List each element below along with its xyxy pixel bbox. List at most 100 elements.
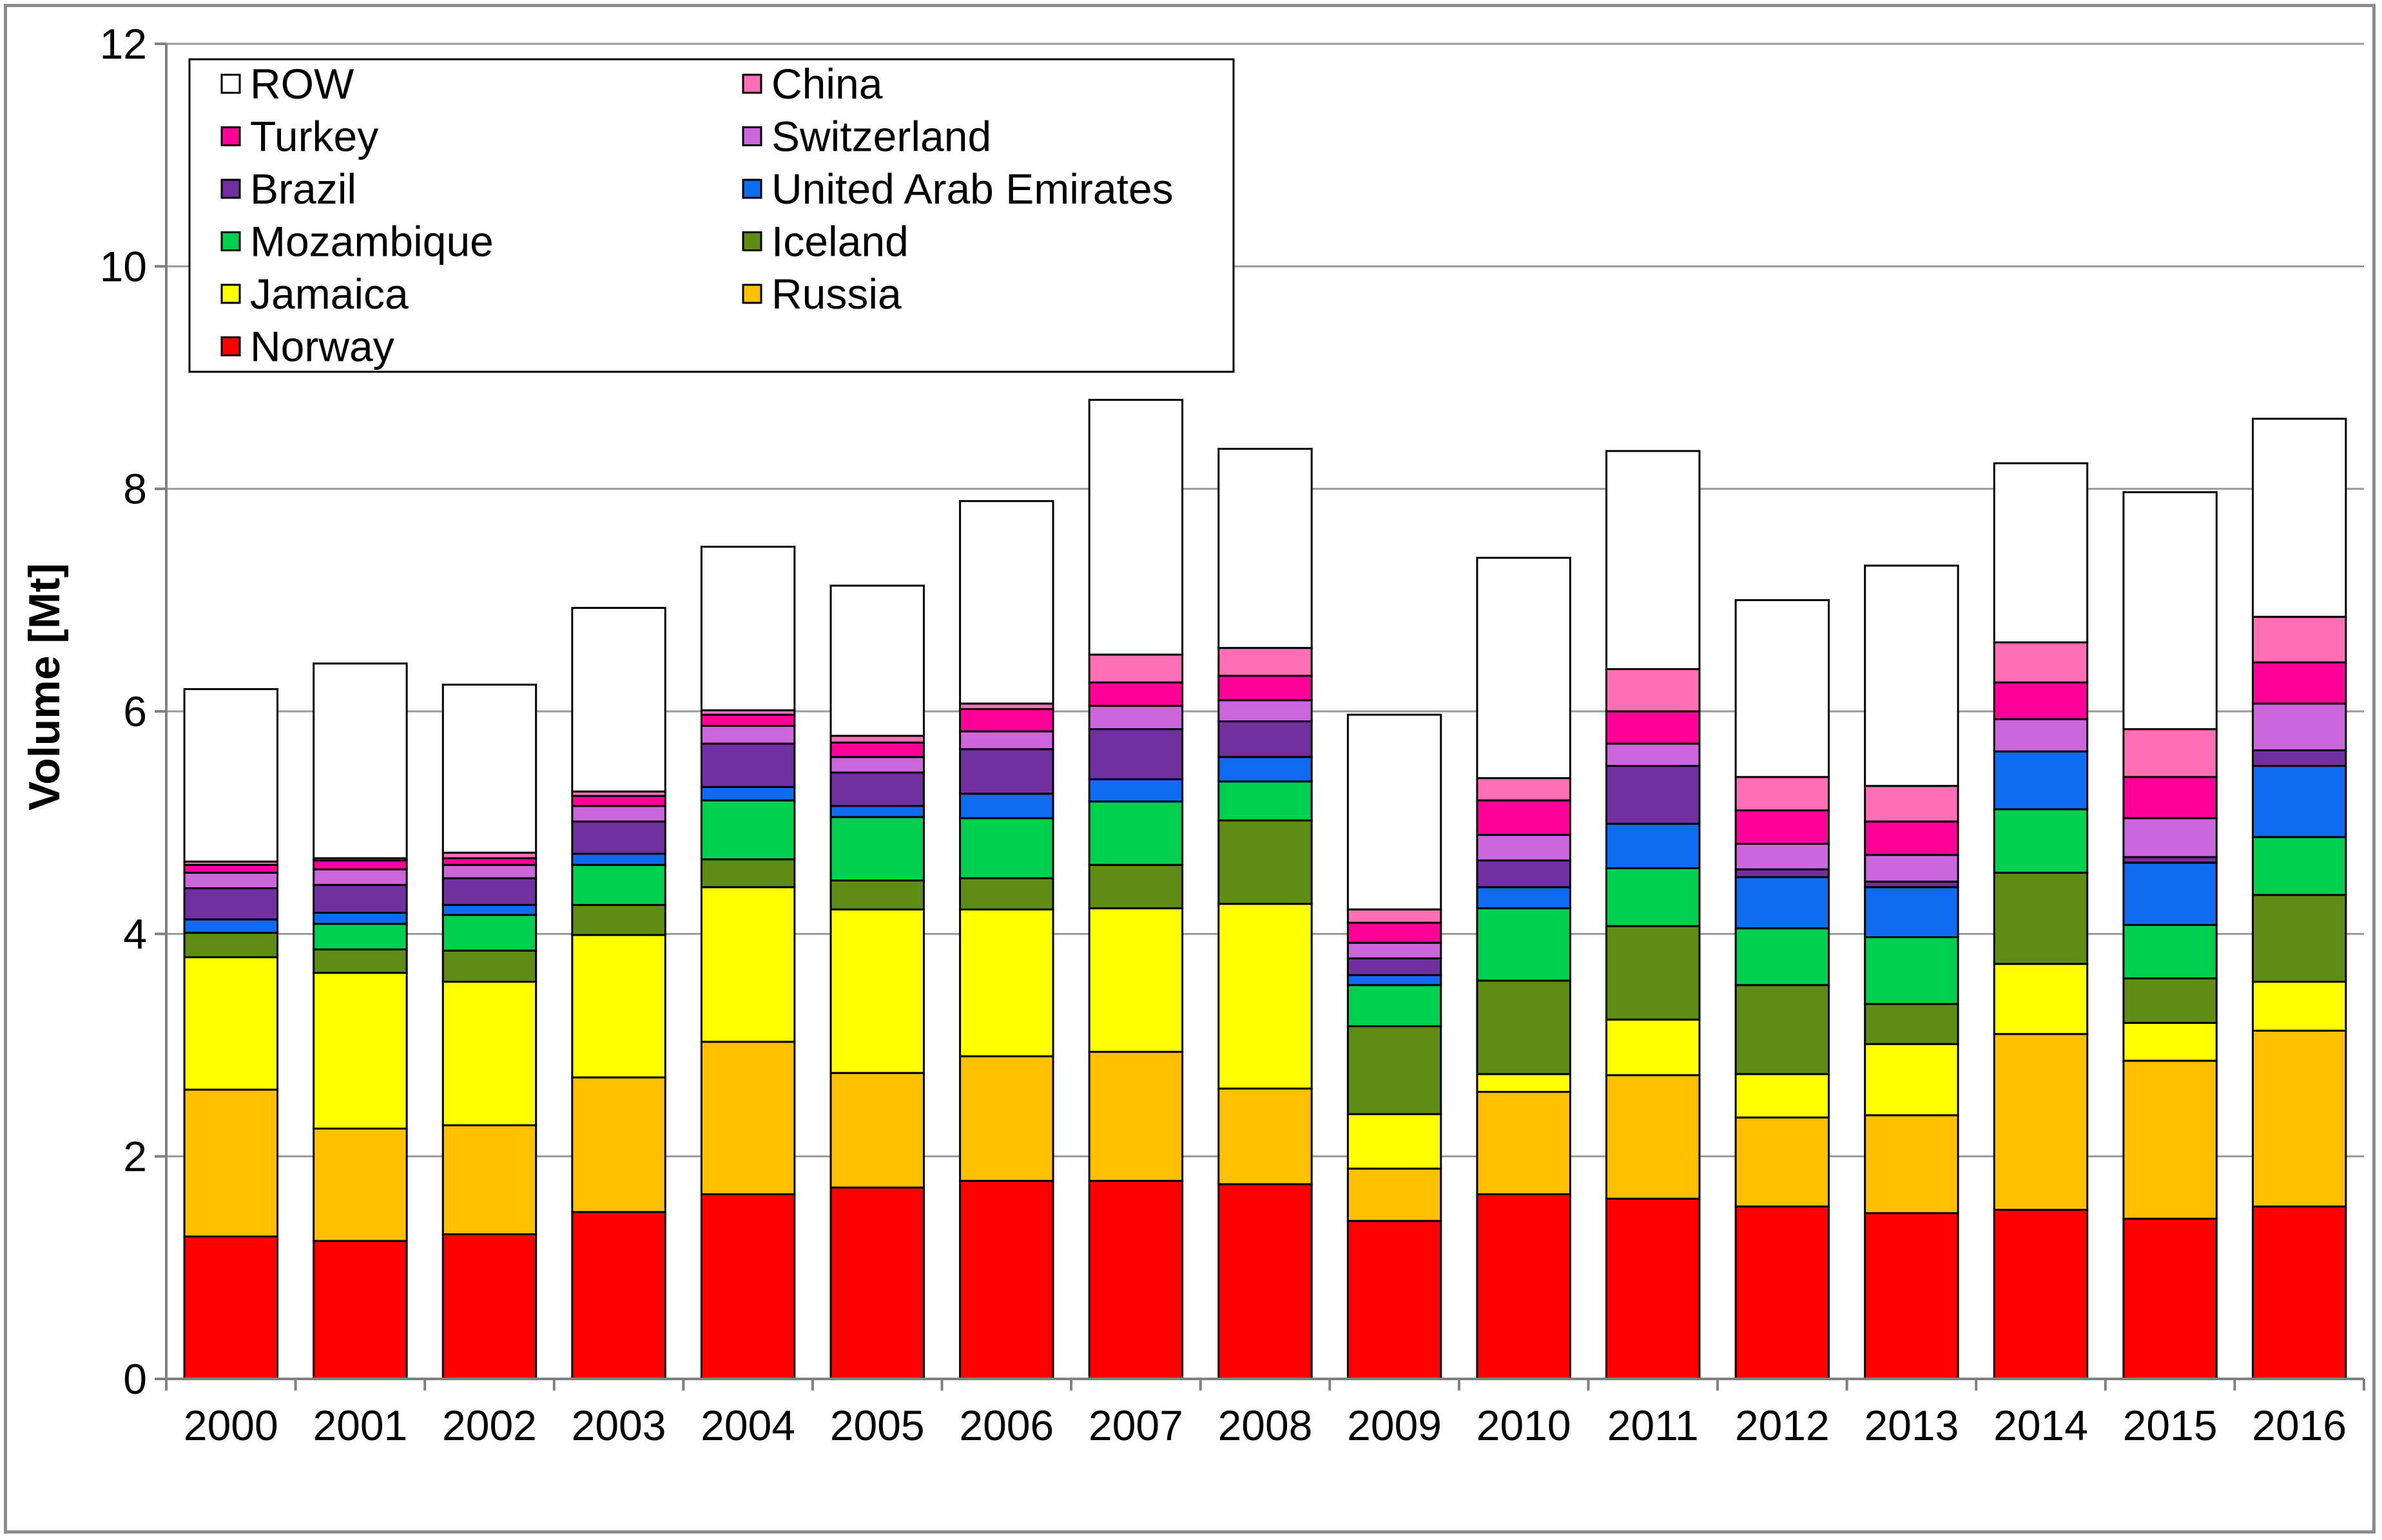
- x-tick-label: 2013: [1864, 1401, 1959, 1449]
- bar-segment-russia-2011: [1605, 1074, 1701, 1200]
- bar-segment-jamaica-2002: [441, 981, 537, 1126]
- bar-segment-iceland-2001: [313, 948, 408, 974]
- legend-item-russia: Russia: [742, 270, 902, 318]
- bar-segment-switzerland-2010: [1476, 834, 1571, 861]
- bar-segment-switzerland-2008: [1217, 699, 1313, 723]
- bar-segment-mozambique-2007: [1088, 800, 1184, 866]
- y-tick-label: 8: [123, 465, 147, 513]
- bar-segment-united-arab-emirates-2014: [1993, 750, 2089, 811]
- bar-segment-turkey-2005: [829, 741, 925, 758]
- bar-segment-china-2012: [1734, 776, 1830, 812]
- legend-label: Switzerland: [771, 113, 991, 160]
- bar-segment-russia-2016: [2251, 1030, 2347, 1208]
- bar-segment-mozambique-2009: [1346, 984, 1442, 1028]
- bar-segment-jamaica-2009: [1346, 1113, 1442, 1170]
- bar-segment-russia-2010: [1476, 1091, 1571, 1195]
- legend-item-row: ROW: [220, 60, 354, 108]
- bar-segment-united-arab-emirates-2003: [571, 852, 666, 866]
- bar-segment-row-2009: [1346, 713, 1442, 910]
- bar-segment-switzerland-2012: [1734, 842, 1830, 871]
- bar-segment-turkey-2003: [571, 794, 666, 807]
- bar-segment-iceland-2013: [1864, 1003, 1959, 1045]
- bar-segment-row-2008: [1217, 448, 1313, 650]
- bar-segment-norway-2006: [959, 1180, 1054, 1380]
- bar-segment-norway-2000: [183, 1235, 279, 1380]
- x-tick-labels: 2000 2001 2002 2003 2004 2005 2006 2007 2008 2009…: [184, 1401, 2347, 1449]
- bar-segment-brazil-2002: [441, 877, 537, 906]
- legend-label: Mozambique: [250, 218, 494, 265]
- x-tick-label: 2005: [830, 1401, 925, 1449]
- bar-segment-turkey-2011: [1605, 710, 1701, 745]
- bar-segment-norway-2001: [313, 1240, 408, 1380]
- bar-segment-norway-2013: [1864, 1212, 1959, 1380]
- legend-item-mozambique: Mozambique: [220, 218, 494, 265]
- bar-stack-2009: [1346, 713, 1442, 1380]
- bar-segment-jamaica-2004: [700, 886, 796, 1043]
- bar-segment-row-2015: [2122, 491, 2218, 731]
- bar-segment-mozambique-2005: [829, 816, 925, 881]
- bar-stack-2008: [1217, 448, 1313, 1380]
- bar-segment-norway-2012: [1734, 1205, 1830, 1380]
- legend-swatch: [220, 178, 241, 199]
- bar-segment-brazil-2011: [1605, 765, 1701, 825]
- bar-segment-jamaica-2001: [313, 972, 408, 1130]
- bar-segment-iceland-2004: [700, 858, 796, 889]
- bar-segment-norway-2015: [2122, 1217, 2218, 1380]
- bar-segment-norway-2004: [700, 1193, 796, 1380]
- bar-segment-united-arab-emirates-2005: [829, 805, 925, 818]
- bar-segment-iceland-2005: [829, 879, 925, 910]
- bars: [183, 399, 2347, 1380]
- bar-segment-russia-2015: [2122, 1059, 2218, 1220]
- bar-segment-jamaica-2014: [1993, 963, 2089, 1035]
- bar-segment-row-2007: [1088, 399, 1184, 656]
- bar-segment-switzerland-2003: [571, 805, 666, 823]
- chart-frame: [4, 4, 2376, 1534]
- bar-segment-norway-2005: [829, 1186, 925, 1380]
- bar-segment-china-2015: [2122, 728, 2218, 778]
- bar-segment-russia-2005: [829, 1072, 925, 1189]
- legend-label: Norway: [250, 323, 394, 371]
- bar-segment-row-2002: [441, 684, 537, 854]
- bar-segment-russia-2003: [571, 1076, 666, 1213]
- bar-segment-brazil-2008: [1217, 720, 1313, 758]
- bar-segment-iceland-2009: [1346, 1025, 1442, 1115]
- bar-segment-switzerland-2016: [2251, 702, 2347, 751]
- bar-segment-jamaica-2005: [829, 908, 925, 1074]
- legend-item-turkey: Turkey: [220, 113, 378, 160]
- bar-segment-switzerland-2011: [1605, 742, 1701, 767]
- bar-segment-jamaica-2006: [959, 908, 1054, 1057]
- legend-swatch: [220, 284, 241, 304]
- bar-segment-united-arab-emirates-2010: [1476, 886, 1571, 910]
- bar-segment-brazil-2001: [313, 883, 408, 914]
- bar-segment-turkey-2010: [1476, 799, 1571, 836]
- bar-segment-brazil-2000: [183, 887, 279, 921]
- bar-segment-brazil-2007: [1088, 728, 1184, 780]
- x-tick-label: 2014: [1993, 1401, 2088, 1449]
- bar-segment-switzerland-2001: [313, 868, 408, 886]
- legend-item-switzerland: Switzerland: [742, 113, 991, 160]
- x-tick-label: 2010: [1477, 1401, 1571, 1449]
- bar-segment-iceland-2016: [2251, 894, 2347, 983]
- x-tick-label: 2003: [572, 1401, 666, 1449]
- legend-swatch: [742, 284, 762, 304]
- bar-segment-russia-2000: [183, 1088, 279, 1238]
- x-tick-label: 2002: [442, 1401, 537, 1449]
- bar-segment-row-2003: [571, 606, 666, 793]
- legend-swatch: [220, 336, 241, 356]
- bar-stack-2014: [1993, 462, 2089, 1380]
- bar-stack-2013: [1864, 564, 1959, 1380]
- x-tick-label: 2000: [184, 1401, 278, 1449]
- bar-segment-iceland-2011: [1605, 925, 1701, 1021]
- bar-segment-mozambique-2006: [959, 817, 1054, 880]
- bar-segment-mozambique-2011: [1605, 867, 1701, 927]
- legend-label: Turkey: [250, 113, 378, 160]
- legend-item-iceland: Iceland: [742, 218, 909, 265]
- bar-segment-china-2009: [1346, 908, 1442, 924]
- bar-stack-2004: [700, 545, 796, 1380]
- x-tick-label: 2016: [2252, 1401, 2347, 1449]
- legend-swatch: [742, 178, 762, 199]
- bar-segment-row-2001: [313, 662, 408, 860]
- bar-segment-united-arab-emirates-2011: [1605, 822, 1701, 869]
- bar-segment-iceland-2007: [1088, 863, 1184, 910]
- bar-segment-row-2012: [1734, 599, 1830, 778]
